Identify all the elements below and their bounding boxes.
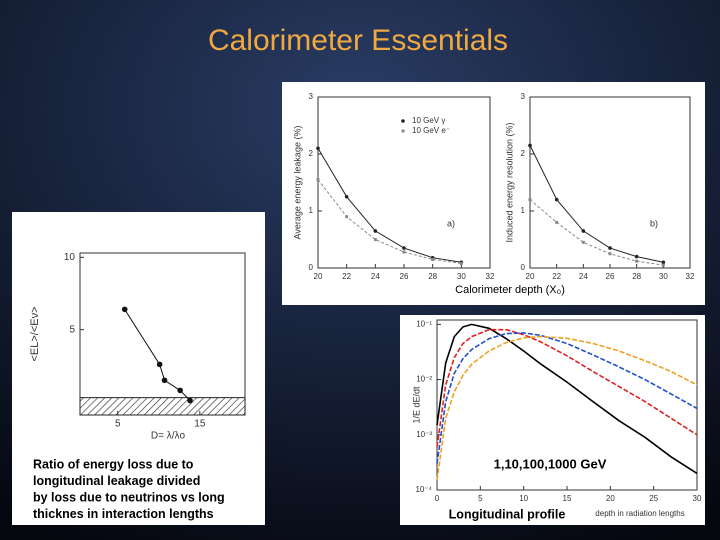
x-tick-label: 32 — [686, 272, 695, 281]
note-line: longitudinal leakage divided — [33, 474, 200, 488]
x-tick-label: 0 — [435, 494, 440, 503]
data-point — [121, 306, 128, 313]
data-point — [345, 215, 349, 219]
data-point — [431, 257, 435, 261]
x-tick-label: 28 — [428, 272, 437, 281]
data-point — [373, 238, 377, 241]
x-tick-label: 22 — [552, 272, 561, 281]
x-tick-label: 30 — [457, 272, 466, 281]
data-point — [528, 198, 532, 202]
x-axis-label: D= λ/λo — [151, 431, 186, 442]
y-tick-label: 1 — [309, 206, 314, 215]
x-tick-label: 15 — [563, 494, 572, 503]
y-tick-label: 3 — [521, 92, 526, 101]
y-tick-label: 10⁻² — [416, 375, 432, 384]
y-tick-label: 3 — [309, 92, 314, 101]
data-point — [608, 246, 612, 250]
x-tick-label: 32 — [486, 272, 495, 281]
data-point — [661, 263, 665, 267]
y-tick-label: 0 — [309, 263, 314, 272]
x-tick-label: 10 — [519, 494, 528, 503]
legend-label: 10 GeV e⁻ — [412, 126, 450, 135]
slide-title: Calorimeter Essentials — [208, 24, 508, 57]
x-axis-label: Calorimeter depth (X₀) — [455, 284, 565, 296]
series-line — [529, 145, 664, 263]
series-line — [529, 199, 664, 266]
legend-label: 10 GeV γ — [412, 116, 445, 125]
annotation: 1,10,100,1000 GeV — [494, 456, 607, 471]
y-tick-label: 1 — [521, 206, 526, 215]
x-tick-label: 15 — [194, 419, 206, 430]
x-tick-label: 5 — [478, 494, 483, 503]
y-axis-label: Induced energy resolution (%) — [504, 122, 514, 242]
data-point — [177, 387, 183, 394]
y-tick-label: 10 — [64, 252, 76, 263]
data-point — [635, 259, 639, 263]
y-tick-label: 5 — [69, 324, 75, 335]
x-tick-label: 30 — [659, 272, 668, 281]
x-tick-label: 20 — [526, 272, 535, 281]
data-point — [634, 254, 639, 259]
y-tick-label: 10⁻¹ — [416, 319, 432, 328]
data-point — [661, 260, 666, 265]
data-point — [316, 146, 320, 151]
data-point — [344, 194, 349, 199]
data-point — [581, 240, 585, 244]
legend-marker — [401, 119, 405, 123]
data-point — [373, 229, 378, 233]
y-axis-label: 1/E dE/dt — [411, 386, 421, 424]
x-tick-label: 5 — [115, 419, 121, 430]
y-axis-label: <EL>/<Eν> — [29, 306, 41, 361]
x-axis-label: depth in radiation lengths — [595, 509, 684, 518]
data-point — [459, 261, 463, 265]
x-tick-label: 24 — [371, 272, 380, 281]
note-line: thicknes in interaction lengths — [33, 507, 214, 521]
data-point — [402, 246, 406, 250]
note-line: Ratio of energy loss due to — [33, 457, 194, 471]
data-point — [187, 397, 193, 404]
x-tick-label: 22 — [342, 272, 351, 281]
data-point — [608, 252, 612, 256]
series-line — [436, 335, 698, 481]
note-line: by loss due to neutrinos vs long — [33, 490, 225, 504]
caption: Longitudinal profile — [449, 507, 566, 521]
x-tick-label: 24 — [579, 272, 588, 281]
x-tick-label: 20 — [606, 494, 615, 503]
data-point — [581, 229, 586, 233]
data-point — [161, 377, 168, 384]
y-tick-label: 0 — [521, 263, 526, 272]
series-line — [317, 148, 462, 263]
data-point — [156, 361, 163, 368]
legend-marker — [401, 129, 405, 133]
x-tick-label: 26 — [606, 272, 615, 281]
data-point — [528, 143, 532, 148]
y-tick-label: 10⁻⁴ — [415, 485, 432, 494]
y-tick-label: 10⁻³ — [416, 430, 432, 439]
data-point — [555, 220, 559, 224]
y-tick-label: 2 — [309, 149, 314, 158]
series-line — [436, 332, 698, 464]
x-tick-label: 20 — [314, 272, 323, 281]
y-tick-label: 2 — [521, 149, 526, 158]
hatched-band — [79, 397, 246, 416]
data-point — [554, 197, 559, 202]
x-tick-label: 25 — [649, 494, 658, 503]
series-line — [436, 328, 698, 448]
x-tick-label: 30 — [693, 494, 702, 503]
x-tick-label: 28 — [632, 272, 641, 281]
annotation: a) — [447, 218, 455, 228]
panel — [12, 212, 265, 525]
x-tick-label: 26 — [400, 272, 409, 281]
annotation: b) — [650, 218, 658, 228]
series-line — [436, 323, 698, 475]
data-point — [402, 250, 406, 254]
y-axis-label: Average energy leakage (%) — [292, 126, 302, 240]
data-point — [316, 178, 320, 182]
